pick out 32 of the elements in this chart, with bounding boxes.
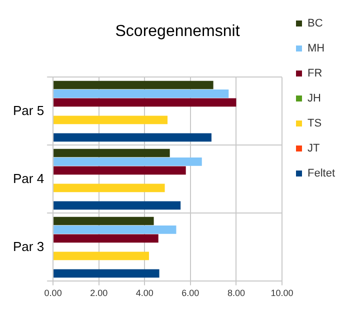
- bar: [54, 234, 158, 243]
- bar: [54, 226, 176, 234]
- chart-title: Scoregennemsnit: [115, 23, 240, 40]
- x-tick-label: 0.00: [44, 288, 62, 298]
- legend-label: TS: [307, 118, 322, 130]
- bar: [54, 80, 214, 90]
- y-tick-label: Par 5: [12, 102, 44, 118]
- legend-label: JH: [307, 92, 321, 105]
- bar: [54, 133, 212, 142]
- x-tick-label: 10.00: [270, 288, 294, 298]
- legend-label: MH: [307, 42, 325, 55]
- legend-label: Feltet: [307, 168, 336, 180]
- bar: [54, 116, 168, 124]
- y-tick-label: Par 4: [12, 170, 44, 186]
- bar: [54, 166, 186, 175]
- bar: [54, 269, 160, 278]
- bar: [54, 148, 170, 158]
- x-tick-label: 8.00: [227, 288, 245, 298]
- bar: [54, 252, 149, 260]
- bar: [54, 201, 181, 210]
- x-tick-label: 4.00: [136, 288, 154, 298]
- legend-label: JT: [307, 142, 320, 155]
- bar: [54, 216, 154, 226]
- legend-label: FR: [307, 68, 322, 80]
- y-tick-label: Par 3: [12, 238, 44, 254]
- bar: [54, 90, 229, 98]
- bar: [54, 98, 236, 107]
- bar: [54, 158, 202, 166]
- x-tick-label: 2.00: [90, 288, 108, 298]
- x-tick-label: 6.00: [182, 288, 200, 298]
- legend-label: BC: [307, 18, 323, 30]
- bar: [54, 184, 165, 192]
